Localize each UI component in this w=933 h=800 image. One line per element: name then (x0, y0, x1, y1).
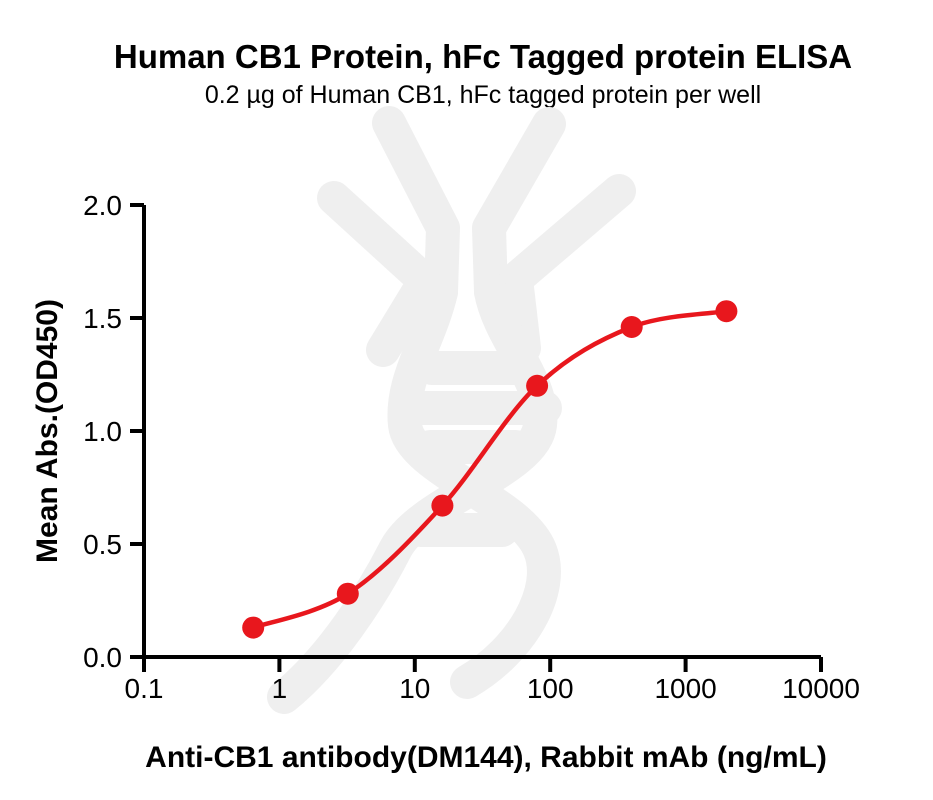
x-tick-label: 100 (527, 673, 574, 704)
dna-helix-logo-part-0 (317, 181, 442, 367)
y-tick-label: 1.0 (83, 416, 122, 447)
y-axis-title: Mean Abs.(OD450) (31, 299, 64, 563)
y-tick-label: 0.0 (83, 642, 122, 673)
y-tick-label: 1.5 (83, 303, 122, 334)
x-axis-title: Anti-CB1 antibody(DM144), Rabbit mAb (ng… (145, 741, 827, 774)
y-tick-label: 2.0 (83, 190, 122, 221)
chart-title: Human CB1 Protein, hFc Tagged protein EL… (113, 38, 853, 75)
chart-subtitle: 0.2 µg of Human CB1, hFc tagged protein … (204, 81, 762, 109)
data-point-1 (336, 582, 359, 605)
data-point-2 (431, 494, 454, 517)
x-tick-label: 1000 (654, 673, 716, 704)
data-point-4 (620, 316, 643, 338)
x-tick-label: 1 (272, 673, 288, 704)
data-point-0 (242, 616, 265, 639)
y-tick-label: 0.5 (83, 529, 122, 560)
data-point-5 (715, 300, 738, 323)
dna-helix-logo-part-2 (472, 107, 566, 309)
data-point-3 (526, 374, 549, 397)
x-tick-label: 10 (399, 673, 430, 704)
x-tick-label: 10000 (782, 673, 860, 704)
dna-helix-logo-part-3 (499, 174, 636, 365)
x-tick-label: 0.1 (125, 673, 164, 704)
dna-helix-logo-part-1 (372, 106, 460, 309)
